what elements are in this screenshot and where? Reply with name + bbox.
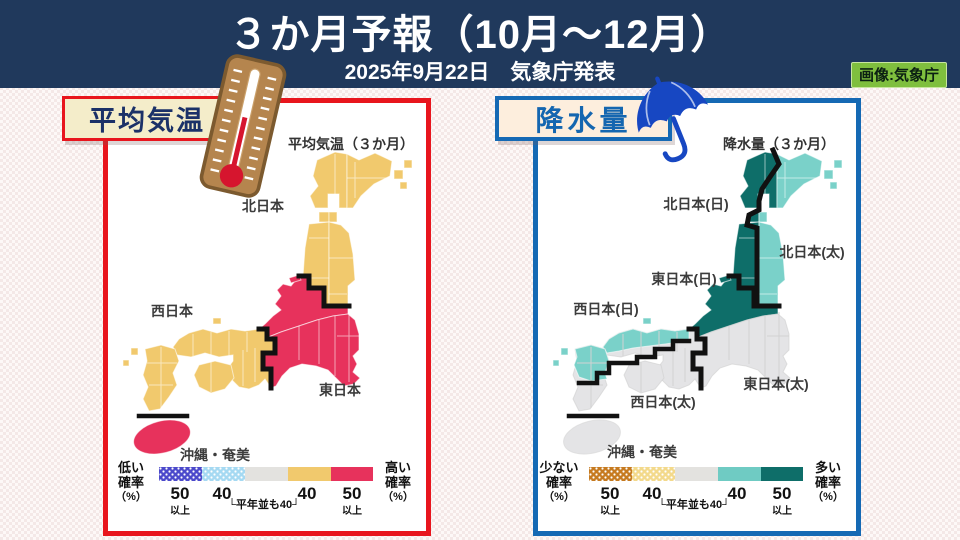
legend-seg-normal	[675, 467, 718, 481]
region-islands-ne	[823, 169, 834, 180]
legend-num: 50	[342, 484, 362, 503]
legend-seg-40-high	[718, 467, 761, 481]
legend-seg-50-low	[589, 467, 632, 481]
label-east-japan-pacific: 東日本(太)	[743, 376, 809, 392]
legend-ge: 以上	[772, 506, 792, 517]
page-subtitle: 2025年9月22日 気象庁発表	[344, 61, 616, 84]
page-title: ３か月予報（10月～12月）	[228, 13, 732, 57]
boundary-sanin	[576, 338, 692, 386]
legend-num: 50	[170, 484, 190, 503]
region-okinawa	[133, 419, 191, 455]
label-north-japan: 北日本	[242, 198, 284, 214]
legend-ge: 以上	[600, 506, 620, 517]
legend-high-label: 高い 確率 （%）	[382, 460, 414, 503]
region-oki	[212, 317, 222, 325]
temperature-tag-label: 平均気温	[89, 106, 205, 136]
precipitation-tag-label: 降水量	[535, 104, 632, 136]
label-north-japan-sea: 北日本(日)	[663, 196, 729, 212]
legend-high-label: 多い 確率 （%）	[812, 460, 844, 503]
region-islands-ne	[403, 159, 413, 169]
legend-seg-40-low	[202, 467, 245, 481]
region-hokkaido-west	[309, 151, 348, 209]
map-title: 平均気温（３か月）	[288, 136, 414, 152]
map-title: 降水量（３か月）	[723, 136, 835, 152]
precipitation-panel: 降水量（３か月） 北日本(日) 北日本(太) 東日本(日) 西日本(日) 東日本…	[533, 98, 861, 536]
region-shikoku	[193, 360, 235, 394]
region-neck-west	[318, 211, 330, 223]
legend-num: 40	[642, 484, 662, 503]
boundary-north-east	[726, 273, 782, 309]
credit-badge: 画像:気象庁	[851, 62, 947, 88]
legend-num: 50	[772, 484, 792, 503]
boundary-east-west	[256, 326, 278, 391]
boundary-east-west	[686, 326, 708, 391]
legend-color-bar	[159, 467, 373, 481]
region-islands-w	[130, 347, 139, 356]
region-islands-w	[560, 347, 569, 356]
label-east-japan: 東日本	[319, 382, 361, 398]
umbrella-icon	[637, 76, 709, 163]
prefecture-lines	[739, 154, 819, 295]
temperature-tag: 平均気温	[62, 96, 232, 141]
thermometer-icon	[199, 54, 287, 198]
header: ３か月予報（10月～12月） 2025年9月22日 気象庁発表 画像:気象庁	[0, 0, 960, 88]
region-hokkaido-east	[346, 152, 393, 209]
legend-ge: 以上	[170, 506, 190, 517]
japan-map-temperature	[122, 151, 413, 455]
legend-seg-50-low	[159, 467, 202, 481]
label-okinawa: 沖縄・奄美	[180, 447, 250, 463]
japan-map-precipitation	[552, 146, 843, 455]
region-okinawa	[563, 419, 621, 455]
prefecture-lines	[147, 154, 389, 408]
legend-normal-label: └平年並も40┘	[658, 499, 730, 511]
legend-color-bar	[589, 467, 803, 481]
legend-low-label: 低い 確率 （%）	[115, 460, 147, 503]
region-tohoku-east	[758, 221, 786, 307]
label-west-japan: 西日本	[151, 303, 193, 319]
region-islands-ne	[833, 159, 843, 169]
legend-seg-40-low	[632, 467, 675, 481]
legend-seg-50-high	[761, 467, 803, 481]
legend-seg-normal	[245, 467, 288, 481]
legend-seg-40-high	[288, 467, 331, 481]
region-oki	[642, 317, 652, 325]
label-west-japan-pacific: 西日本(太)	[630, 394, 696, 410]
label-east-japan-sea: 東日本(日)	[651, 271, 717, 287]
legend-normal-label: └平年並も40┘	[228, 499, 300, 511]
region-islands-w	[552, 359, 560, 367]
region-hokkaido-east	[776, 152, 823, 209]
region-neck-east	[328, 211, 338, 223]
temperature-panel: 平均気温（３か月） 北日本 西日本 東日本 沖縄・奄美 低い 確率 （%）	[103, 98, 431, 536]
label-okinawa: 沖縄・奄美	[607, 444, 677, 460]
legend-num: 40	[212, 484, 232, 503]
legend-low-label: 少ない 確率 （%）	[539, 460, 579, 503]
region-islands-ne	[393, 169, 404, 180]
temperature-legend: 低い 確率 （%）	[103, 460, 421, 526]
region-tohoku-east	[328, 221, 356, 307]
region-shikoku	[623, 360, 665, 394]
region-islands-ne	[829, 181, 838, 190]
region-islands-ne	[399, 181, 408, 190]
region-islands-w	[122, 359, 130, 367]
precipitation-legend: 少ない 確率 （%）	[533, 460, 851, 526]
boundary-hokkaido-split	[744, 146, 782, 309]
boundary-north-east	[296, 273, 352, 309]
legend-num: 40	[727, 484, 747, 503]
legend-num: 50	[600, 484, 620, 503]
legend-num: 40	[297, 484, 317, 503]
label-west-japan-sea: 西日本(日)	[573, 301, 639, 317]
region-neck-east	[758, 211, 768, 223]
label-north-japan-pacific: 北日本(太)	[779, 244, 845, 260]
legend-seg-50-high	[331, 467, 373, 481]
legend-ge: 以上	[342, 506, 362, 517]
